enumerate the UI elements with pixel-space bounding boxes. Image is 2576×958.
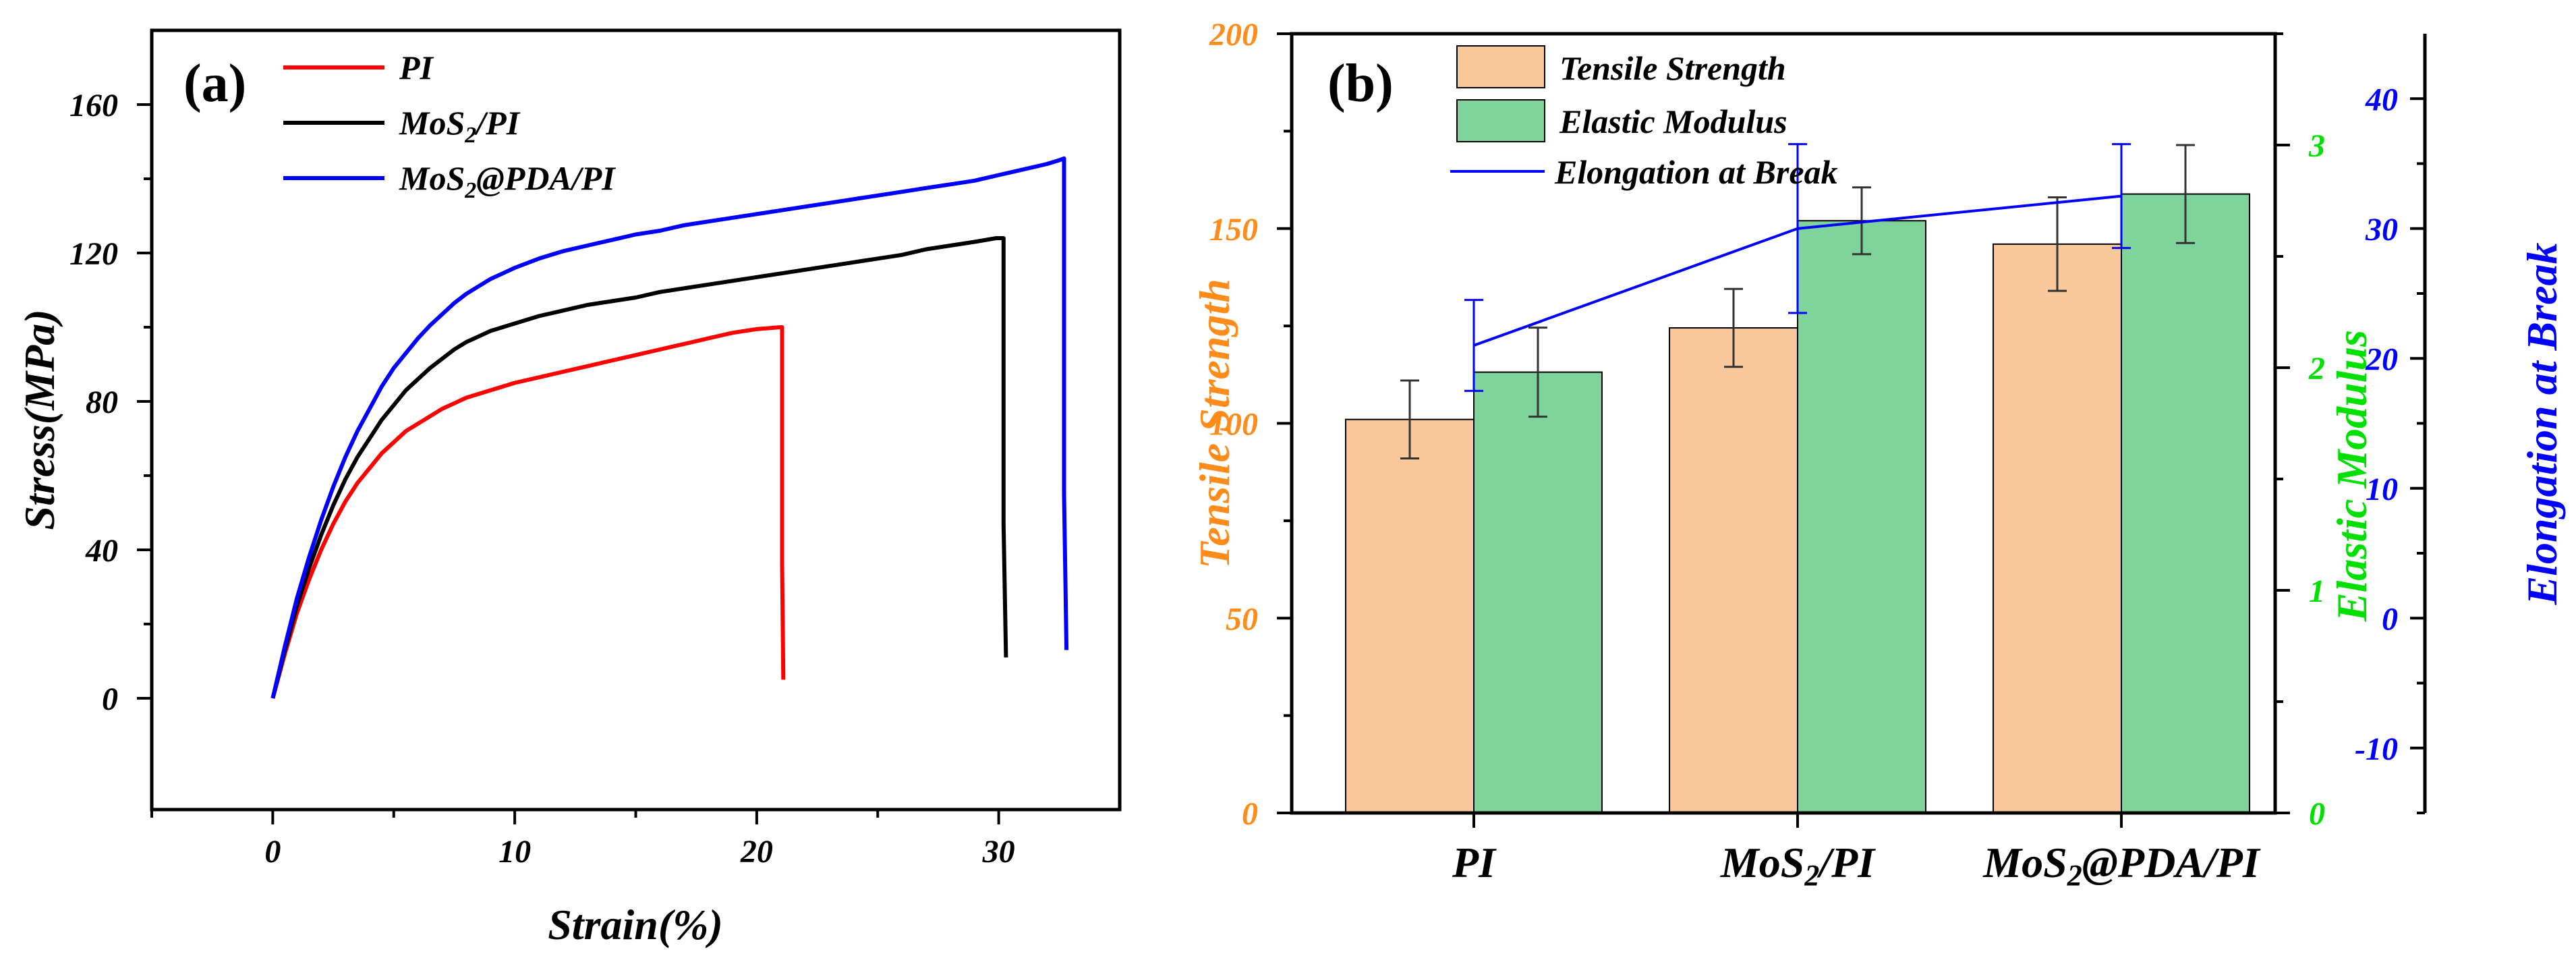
legend-label-tensile: Tensile Strength xyxy=(1559,49,1786,87)
left-tick-label: 50 xyxy=(1226,601,1258,637)
left-tick-label: 0 xyxy=(1242,796,1258,832)
x-category-label-0: PI xyxy=(1452,839,1497,886)
far-right-tick-label: 10 xyxy=(2366,472,2398,507)
panel-a-label: (a) xyxy=(183,54,246,113)
right-tick-label: 3 xyxy=(2308,128,2325,164)
modulus-bar-1 xyxy=(1797,220,1926,814)
panel-b-plot-frame xyxy=(1290,32,2277,815)
modulus-bar-0 xyxy=(1473,371,1603,814)
series-line-0 xyxy=(270,325,786,699)
legend-label-1: MoS2/PI xyxy=(399,104,521,148)
y-tick-label: 0 xyxy=(102,681,118,717)
panel-b-legend: Tensile Strength Elastic Modulus Elongatio… xyxy=(1450,45,1838,191)
legend-label-2: MoS2@PDA/PI xyxy=(399,159,616,203)
far-right-tick-label: -10 xyxy=(2355,731,2398,767)
panel-a-y-axis-label: Stress(MPa) xyxy=(16,309,63,530)
legend-swatch-tensile xyxy=(1456,45,1545,88)
panel-a-plot-frame xyxy=(150,28,1122,812)
left-tick-label: 150 xyxy=(1209,212,1258,248)
far-right-tick-label: 20 xyxy=(2365,341,2398,377)
legend-label-elongation: Elongation at Break xyxy=(1554,153,1838,191)
legend-label-0: PI xyxy=(399,49,434,86)
right-tick-label: 2 xyxy=(2308,351,2325,387)
right-tick-label: 1 xyxy=(2309,573,2325,609)
y-tick-label: 120 xyxy=(69,236,118,272)
panel-a-chart: 0 10 20 30 0 40 80 120 160 (a) PI MoS2/PI MoS2@PDA… xyxy=(16,28,1122,949)
x-tick-label: 0 xyxy=(264,834,281,870)
y-tick-label: 40 xyxy=(85,533,118,569)
tensile-bar-0 xyxy=(1345,418,1475,814)
panel-b-far-right-axis-label: Elongation at Break xyxy=(2518,243,2566,606)
x-category-label-2: MoS2@PDA/PI xyxy=(1982,839,2261,892)
tensile-bar-2 xyxy=(1993,243,2122,814)
left-tick-label: 100 xyxy=(1209,407,1258,443)
right-tick-label: 0 xyxy=(2309,796,2325,832)
panel-a-legend: PI MoS2/PI MoS2@PDA/PI xyxy=(283,49,616,203)
y-tick-label: 80 xyxy=(86,385,118,420)
far-right-tick-label: 30 xyxy=(2365,212,2398,248)
tensile-bar-1 xyxy=(1669,327,1798,814)
panel-b-chart: 0 50 100 150 200 0 1 2 3 -10 0 10 20 30 40 PI MoS2/PI MoS… xyxy=(1191,17,2566,892)
x-tick-label: 10 xyxy=(498,834,531,870)
panel-b-label: (b) xyxy=(1327,54,1394,113)
far-right-tick-label: 40 xyxy=(2365,82,2398,117)
legend-label-modulus: Elastic Modulus xyxy=(1559,103,1787,140)
panel-a-x-axis-label: Strain(%) xyxy=(548,901,723,949)
series-line-1 xyxy=(270,236,1008,699)
series-line-2 xyxy=(270,156,1069,699)
panel-b-right-axis-label: Elastic Modulus xyxy=(2328,330,2376,622)
legend-swatch-modulus xyxy=(1456,99,1545,142)
modulus-bar-2 xyxy=(2121,193,2250,814)
left-tick-label: 200 xyxy=(1209,17,1258,53)
y-tick-label: 160 xyxy=(69,88,118,123)
x-category-label-1: MoS2/PI xyxy=(1720,839,1876,892)
x-tick-label: 20 xyxy=(740,834,773,870)
panel-b-left-axis-label: Tensile Strength xyxy=(1191,279,1238,569)
x-tick-label: 30 xyxy=(982,834,1015,870)
far-right-tick-label: 0 xyxy=(2382,601,2398,637)
